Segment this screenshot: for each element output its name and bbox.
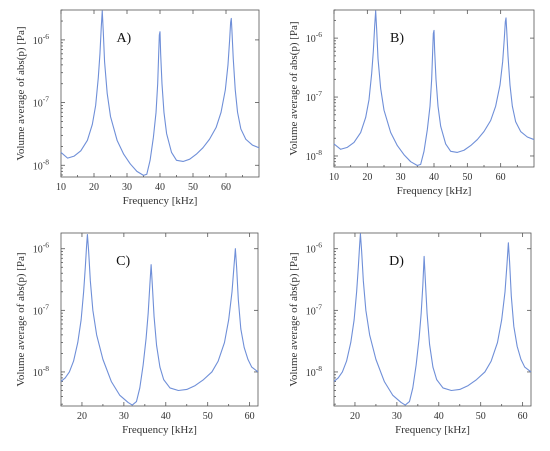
panel-d-xlabel: Frequency [kHz] — [395, 424, 470, 436]
panel-d-xtick-label: 30 — [392, 411, 402, 422]
panel-c-ytick-base: 10 — [33, 306, 43, 317]
panel-a-ytick-exponent: -7 — [43, 95, 49, 104]
panel-b-ytick-base: 10 — [306, 93, 316, 104]
panel-a-xtick-label: 50 — [188, 182, 198, 193]
panel-c-ytick-exponent: -7 — [43, 302, 49, 311]
panel-b-xtick-label: 30 — [396, 172, 406, 183]
panel-a-ytick-exponent: -8 — [43, 157, 49, 166]
panel-c-ytick-base: 10 — [33, 245, 43, 256]
panel-a-ytick-label: 10-6 — [33, 32, 49, 47]
panel-a-ytick-exponent: -6 — [43, 32, 49, 41]
panel-a-xtick-label: 60 — [221, 182, 231, 193]
panel-b-xtick-label: 20 — [362, 172, 372, 183]
panel-b-ytick-exponent: -6 — [316, 30, 322, 39]
panel-b-xtick-label: 50 — [462, 172, 472, 183]
panel-c-ytick-exponent: -6 — [43, 241, 49, 250]
panel-d-ytick-label: 10-8 — [306, 364, 322, 379]
panel-a-series-line-0 — [60, 10, 260, 176]
panel-c-ytick-exponent: -8 — [43, 364, 49, 373]
panel-b-ytick-label: 10-7 — [306, 89, 322, 104]
panel-c-xtick-label: 40 — [161, 411, 171, 422]
panel-a-xlabel: Frequency [kHz] — [123, 195, 198, 207]
panel-c-ytick-base: 10 — [33, 368, 43, 379]
panel-d-ytick-base: 10 — [306, 245, 316, 256]
panel-a-xtick-label: 40 — [155, 182, 165, 193]
panel-b-ylabel: Volume average of abs(p) [Pa] — [288, 21, 300, 155]
panel-c-xtick-label: 30 — [119, 411, 129, 422]
panel-a-ytick-label: 10-8 — [33, 157, 49, 172]
panel-d-ytick-label: 10-6 — [306, 241, 322, 256]
panel-a-ytick-label: 10-7 — [33, 95, 49, 110]
panel-c-ylabel: Volume average of abs(p) [Pa] — [15, 252, 27, 386]
panel-d-xtick-label: 20 — [350, 411, 360, 422]
panel-c-xtick-label: 20 — [77, 411, 87, 422]
panel-c-label: C) — [116, 254, 130, 269]
panel-a-ylabel: Volume average of abs(p) [Pa] — [15, 26, 27, 160]
panel-b-ytick-exponent: -8 — [316, 148, 322, 157]
panel-b-ytick-exponent: -7 — [316, 89, 322, 98]
panel-d-ylabel: Volume average of abs(p) [Pa] — [288, 252, 300, 386]
panel-a-xtick-label: 20 — [89, 182, 99, 193]
panel-a-ytick-base: 10 — [33, 161, 43, 172]
panel-b-xtick-label: 10 — [329, 172, 339, 183]
panel-d-series-line-0 — [333, 233, 532, 406]
panel-d-ytick-exponent: -7 — [316, 302, 322, 311]
panel-a-ytick-base: 10 — [33, 99, 43, 110]
panel-b-ytick-label: 10-6 — [306, 30, 322, 45]
panel-d-xtick-label: 60 — [518, 411, 528, 422]
panel-a-xtick-label: 30 — [122, 182, 132, 193]
panel-d-label: D) — [389, 254, 404, 269]
panel-c-xtick-label: 50 — [203, 411, 213, 422]
panel-d-ytick-exponent: -6 — [316, 241, 322, 250]
panel-d-ytick-exponent: -8 — [316, 364, 322, 373]
panel-b-ytick-base: 10 — [306, 152, 316, 163]
panel-d-ytick-base: 10 — [306, 368, 316, 379]
panel-c-series-line-0 — [60, 233, 259, 406]
panel-b-label: B) — [390, 31, 404, 46]
panel-d-xtick-label: 50 — [476, 411, 486, 422]
panel-b-ytick-label: 10-8 — [306, 148, 322, 163]
panel-c-xtick-label: 60 — [245, 411, 255, 422]
panel-b-series-line-0 — [333, 10, 535, 167]
panel-a-ytick-base: 10 — [33, 36, 43, 47]
panel-d-xtick-label: 40 — [434, 411, 444, 422]
panel-c-ytick-label: 10-6 — [33, 241, 49, 256]
panel-b-xlabel: Frequency [kHz] — [397, 185, 472, 197]
panel-c-xlabel: Frequency [kHz] — [122, 424, 197, 436]
panel-d-ytick-base: 10 — [306, 306, 316, 317]
panel-c-ytick-label: 10-8 — [33, 364, 49, 379]
panel-b-xtick-label: 60 — [496, 172, 506, 183]
panel-b-ytick-base: 10 — [306, 34, 316, 45]
panel-a-label: A) — [116, 31, 131, 46]
panel-d-ytick-label: 10-7 — [306, 302, 322, 317]
panel-a-xtick-label: 10 — [56, 182, 66, 193]
panel-b-xtick-label: 40 — [429, 172, 439, 183]
panel-c-ytick-label: 10-7 — [33, 302, 49, 317]
